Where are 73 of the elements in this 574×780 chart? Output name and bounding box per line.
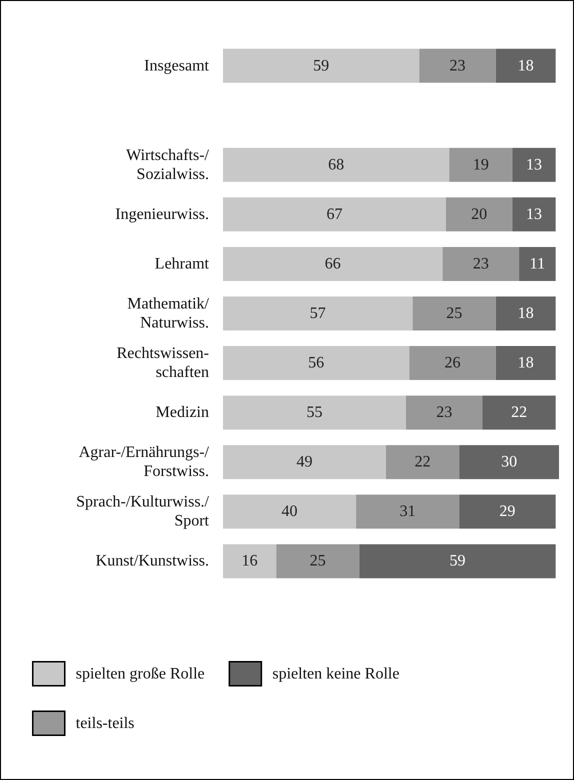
legend-label: teils-teils — [76, 714, 134, 732]
data-label: 31 — [400, 503, 416, 520]
bar — [223, 494, 356, 529]
legend-label: spielten keine Rolle — [272, 665, 400, 682]
data-label: 29 — [499, 503, 516, 520]
data-label: 26 — [444, 354, 461, 372]
data-label: 49 — [296, 454, 313, 471]
data-label: 23 — [472, 255, 489, 272]
data-label: 68 — [328, 156, 344, 174]
bar — [496, 48, 556, 83]
bar — [512, 197, 556, 232]
y-tick-label: Agrar-/Ernährungs-/ Forstwiss. — [78, 444, 210, 480]
y-tick-label: Kunst/Kunstwiss. — [96, 552, 209, 570]
bar — [223, 197, 446, 232]
bar — [406, 396, 482, 430]
data-label: 23 — [450, 57, 466, 74]
bar — [519, 246, 556, 281]
bar — [386, 445, 460, 480]
bar — [419, 48, 496, 83]
data-label: 13 — [526, 206, 542, 223]
bar — [356, 494, 460, 529]
data-label: 18 — [518, 354, 534, 372]
data-label: 56 — [308, 354, 324, 372]
data-label: 20 — [471, 206, 488, 223]
bar — [446, 197, 512, 232]
bar — [223, 246, 443, 281]
data-label: 25 — [310, 552, 326, 570]
y-tick-label: Mathematik/ Naturwiss. — [127, 296, 210, 332]
bar — [223, 296, 413, 330]
bar — [276, 544, 360, 578]
data-label: 13 — [526, 156, 542, 174]
y-tick-label: Ingenieurwiss. — [115, 206, 209, 223]
bar — [512, 148, 556, 182]
data-label: 30 — [501, 454, 518, 471]
bar — [442, 246, 520, 281]
data-label: 25 — [446, 305, 462, 322]
bar — [223, 148, 450, 182]
bar — [482, 396, 556, 430]
data-label: 66 — [324, 255, 341, 272]
y-tick-label: Insgesamt — [144, 57, 210, 74]
data-label: 22 — [511, 404, 528, 422]
data-label: 40 — [282, 503, 298, 520]
y-tick-label: Lehramt — [154, 255, 210, 272]
bar — [459, 494, 556, 529]
data-label: 19 — [472, 156, 489, 174]
bar — [223, 346, 410, 380]
legend-label: spielten große Rolle — [76, 665, 205, 682]
data-label: 57 — [310, 305, 326, 322]
data-label: 59 — [313, 57, 330, 74]
data-label: 23 — [436, 404, 452, 422]
bar — [359, 544, 556, 578]
bar — [459, 445, 559, 480]
bar — [223, 445, 386, 480]
bar — [409, 346, 496, 380]
bar — [496, 346, 556, 380]
bar — [223, 544, 276, 578]
data-label: 22 — [414, 454, 431, 471]
data-label: 11 — [530, 255, 546, 272]
data-label: 67 — [326, 206, 342, 223]
data-label: 18 — [518, 57, 534, 74]
y-tick-label: Sprach-/Kulturwiss./ Sport — [76, 494, 210, 530]
bar — [223, 48, 420, 83]
data-label: 18 — [518, 305, 534, 322]
bar — [223, 396, 406, 430]
data-label: 59 — [450, 552, 466, 570]
y-tick-label: Wirtschafts-/ Sozialwiss. — [126, 146, 210, 183]
bar — [496, 296, 556, 330]
bar — [449, 148, 512, 182]
data-label: 55 — [306, 404, 322, 422]
y-tick-label: Rechtswissen- schaften — [116, 345, 209, 382]
y-tick-label: Medizin — [156, 404, 209, 422]
bar — [412, 296, 496, 330]
data-label: 16 — [242, 552, 258, 570]
